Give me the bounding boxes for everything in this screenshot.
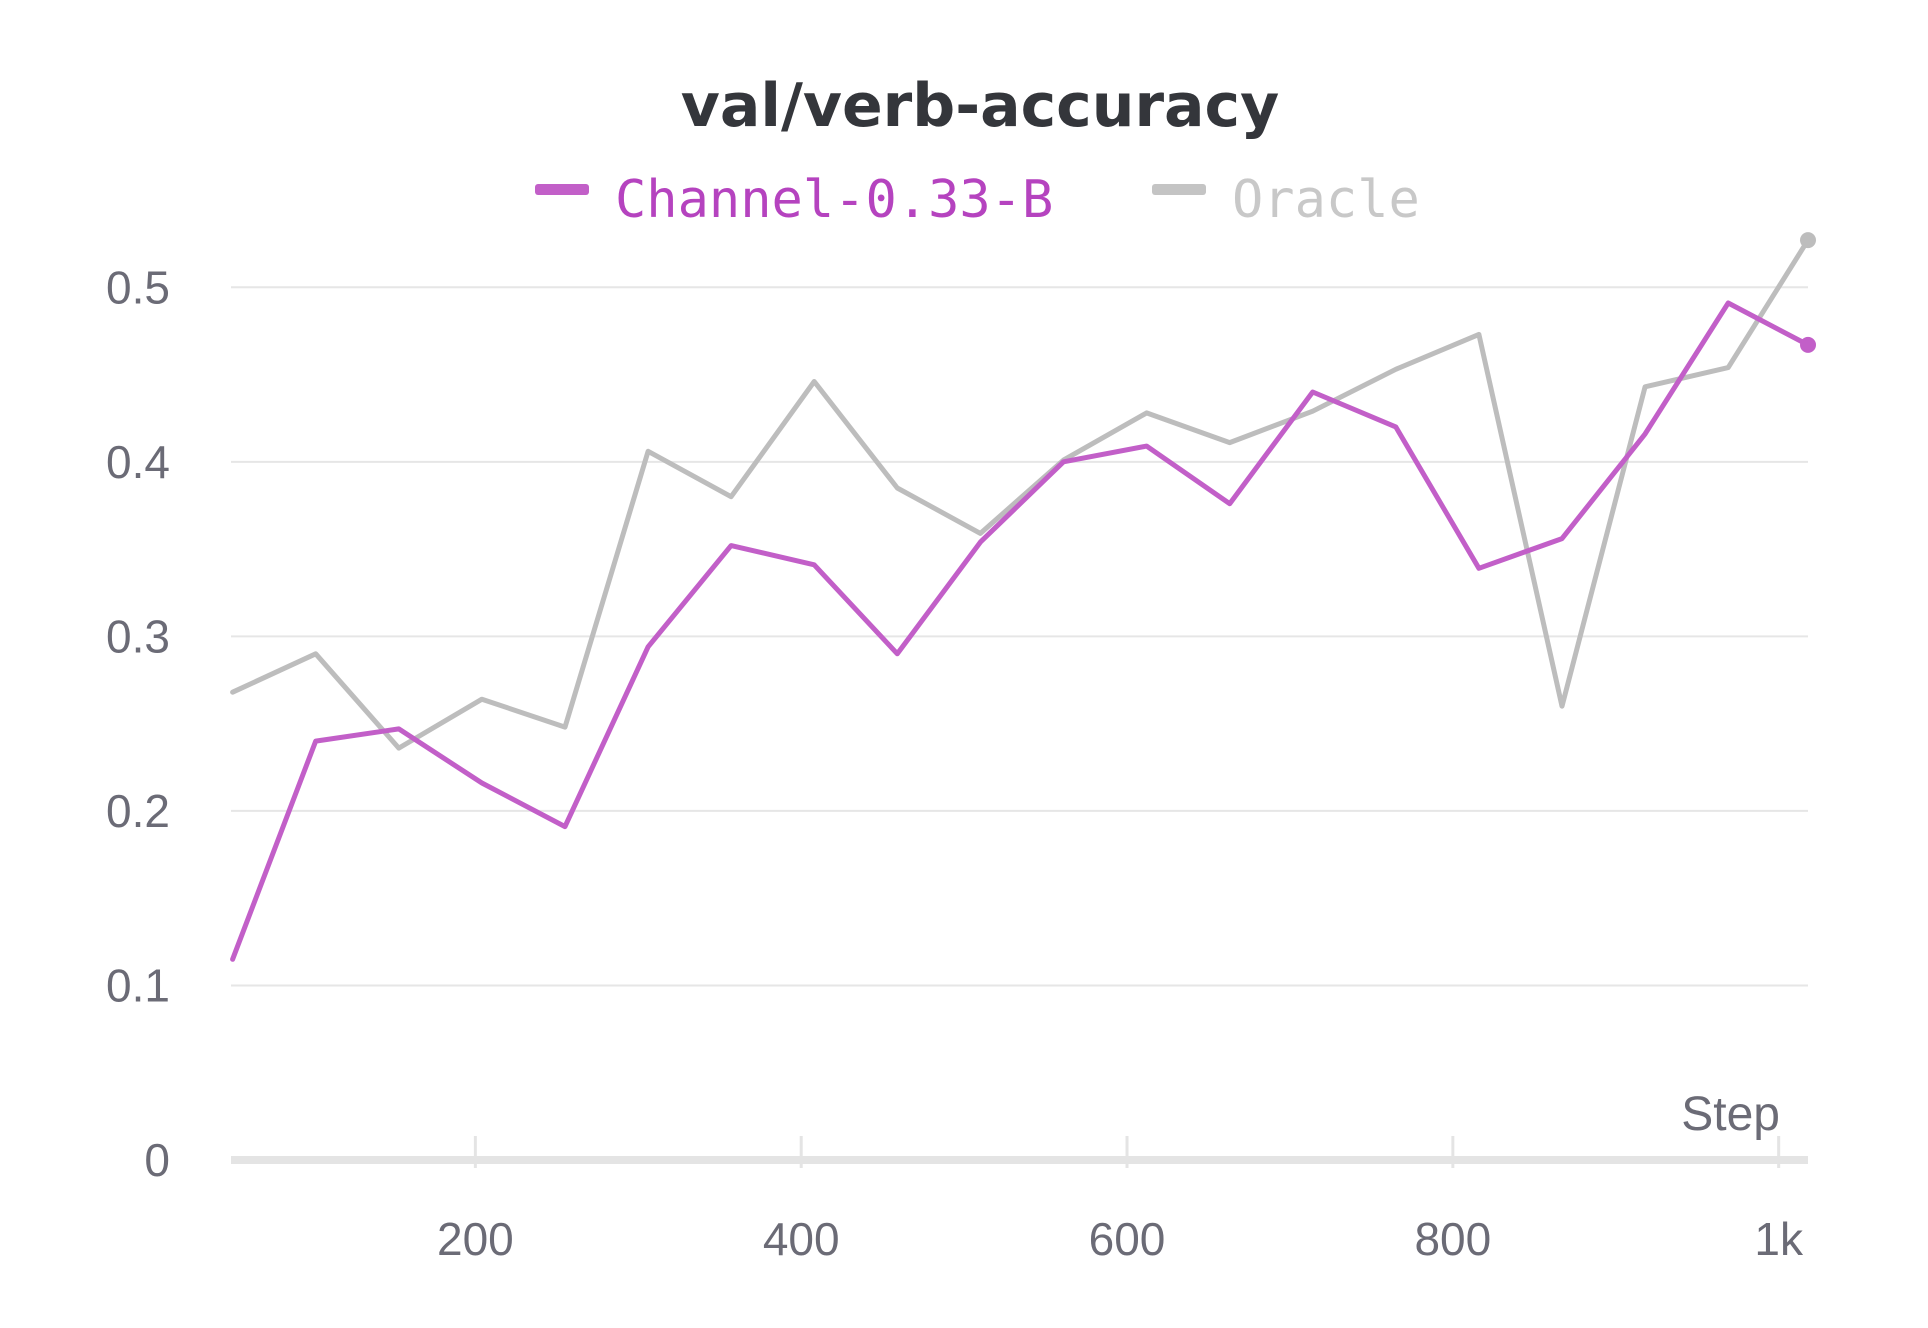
x-tick-label: 200 bbox=[437, 1213, 514, 1265]
series-oracle[interactable] bbox=[230, 232, 1816, 751]
series-endpoint-oracle[interactable] bbox=[1800, 232, 1816, 249]
y-tick-label: 0 bbox=[144, 1134, 170, 1186]
legend-label-oracle: Oracle bbox=[1232, 170, 1420, 230]
series-endpoint-channel-0-33-b[interactable] bbox=[1800, 336, 1816, 353]
chart-title: val/verb-accuracy bbox=[681, 71, 1279, 141]
y-tick-label: 0.1 bbox=[106, 959, 170, 1011]
y-axis: 0 0.1 0.2 0.3 0.4 0.5 bbox=[106, 261, 170, 1186]
x-tick-label: 800 bbox=[1414, 1213, 1491, 1265]
series-channel-0-33-b[interactable] bbox=[230, 300, 1816, 962]
y-tick-label: 0.2 bbox=[106, 785, 170, 837]
x-axis: 200 400 600 800 1k bbox=[231, 1136, 1808, 1265]
legend-swatch-channel bbox=[535, 184, 589, 195]
series-line-channel-0-33-b[interactable] bbox=[230, 300, 1811, 962]
legend-item-oracle[interactable]: Oracle bbox=[1152, 170, 1420, 230]
y-tick-label: 0.3 bbox=[106, 610, 170, 662]
legend-label-channel: Channel-0.33-B bbox=[615, 170, 1053, 230]
x-tick-label: 600 bbox=[1089, 1213, 1166, 1265]
legend[interactable]: Channel-0.33-B Oracle bbox=[535, 170, 1420, 230]
x-tick-label: 1k bbox=[1754, 1213, 1804, 1265]
x-axis-label: Step bbox=[1681, 1088, 1780, 1141]
x-tick-label: 400 bbox=[763, 1213, 840, 1265]
grid bbox=[231, 286, 1808, 987]
y-tick-label: 0.4 bbox=[106, 436, 170, 488]
legend-swatch-oracle bbox=[1152, 184, 1206, 195]
y-tick-label: 0.5 bbox=[106, 261, 170, 313]
legend-item-channel[interactable]: Channel-0.33-B bbox=[535, 170, 1053, 230]
series-layer[interactable] bbox=[230, 232, 1816, 962]
series-line-oracle[interactable] bbox=[230, 237, 1811, 751]
